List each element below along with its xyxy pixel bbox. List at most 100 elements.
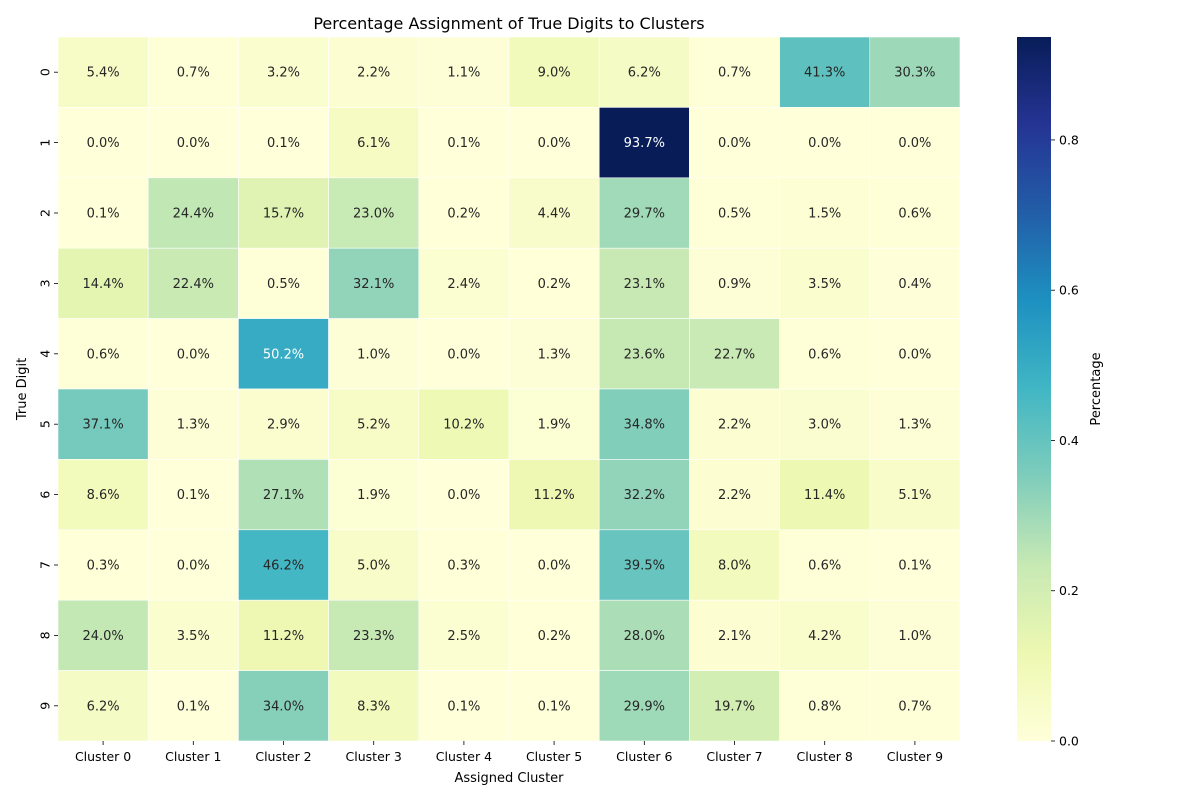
cell-value-label: 6.2% [628,66,661,81]
cell-value-label: 2.2% [357,66,390,81]
cell-value-label: 23.0% [353,207,394,222]
cell-value-label: 0.0% [447,347,480,362]
cell-value-label: 22.7% [714,347,755,362]
y-tick-label: 5 [37,420,52,428]
cell-value-label: 8.3% [357,699,390,714]
heatmap-cell [418,318,510,390]
heatmap-cell [238,529,329,601]
y-tick-label: 0 [37,68,52,76]
cell-value-label: 0.0% [898,136,931,151]
y-tick-label: 3 [37,279,52,287]
cell-value-label: 34.0% [263,699,304,714]
heatmap-cell [328,36,420,108]
heatmap-cell [689,36,780,108]
heatmap-cell [57,177,149,249]
heatmap-cell [147,318,239,390]
cell-value-label: 10.2% [443,418,484,433]
cell-value-label: 0.1% [267,136,300,151]
heatmap-cell [508,529,600,601]
heatmap-cell [238,177,329,249]
heatmap-cell [418,388,510,460]
cell-value-label: 0.6% [87,347,120,362]
cell-value-label: 0.0% [538,559,571,574]
heatmap-cell [147,459,239,531]
heatmap-cell [598,318,690,390]
cell-value-label: 0.1% [538,699,571,714]
colorbar-tick-label: 0.4 [1059,433,1079,448]
heatmap-cell [57,36,149,108]
y-tick-label: 8 [37,631,52,639]
heatmap-cell [689,670,780,742]
heatmap-cell [418,670,510,742]
cell-value-label: 0.7% [718,66,751,81]
cell-value-label: 34.8% [624,418,665,433]
heatmap-cell [869,247,961,319]
heatmap-cell [508,318,600,390]
heatmap-cell [147,529,239,601]
heatmap-cell [418,107,510,179]
heatmap-cell [779,670,871,742]
heatmap-cell [57,247,149,319]
heatmap-cell [779,318,871,390]
cell-value-label: 0.0% [538,136,571,151]
cell-value-label: 11.4% [804,488,845,503]
heatmap-cell [869,318,961,390]
heatmap-cells: 5.4% 0.7% 3.2% 2.2% 1.1% 9.0% 6.2% 0.7% 41.3% 30.… [57,36,961,742]
x-tick-label: Cluster 9 [887,749,943,764]
cell-value-label: 1.5% [808,207,841,222]
heatmap-cell [238,107,329,179]
x-tick-label: Cluster 7 [706,749,762,764]
cell-value-label: 0.9% [718,277,751,292]
cell-value-label: 39.5% [624,559,665,574]
heatmap-cell [869,36,961,108]
y-tick-label: 6 [37,491,52,499]
cell-value-label: 2.2% [718,488,751,503]
heatmap-cell [869,107,961,179]
cell-value-label: 1.0% [898,629,931,644]
cell-value-label: 0.0% [447,488,480,503]
heatmap-cell [57,388,149,460]
cell-value-label: 0.5% [267,277,300,292]
heatmap-cell [57,599,149,671]
cell-value-label: 23.1% [624,277,665,292]
cell-value-label: 50.2% [263,347,304,362]
heatmap-cell [508,388,600,460]
cell-value-label: 9.0% [538,66,571,81]
heatmap-cell [508,670,600,742]
heatmap-cell [779,177,871,249]
heatmap-cell [147,599,239,671]
heatmap-cell [147,177,239,249]
colorbar: 0.0 0.2 0.4 0.6 0.8 Percentage [1017,37,1104,749]
cell-value-label: 0.2% [538,277,571,292]
cell-value-label: 11.2% [263,629,304,644]
cell-value-label: 3.5% [177,629,210,644]
cell-value-label: 0.7% [898,699,931,714]
heatmap-cell [689,318,780,390]
heatmap-cell [238,36,329,108]
cell-value-label: 0.0% [718,136,751,151]
heatmap-cell [328,459,420,531]
heatmap-cell [328,388,420,460]
y-axis-ticks: 0 1 2 3 4 5 6 7 8 9 [37,68,58,710]
heatmap-cell [508,107,600,179]
cell-value-label: 5.1% [898,488,931,503]
cell-value-label: 2.4% [447,277,480,292]
heatmap-cell [689,529,780,601]
y-tick-label: 4 [37,350,52,358]
colorbar-tick-label: 0.8 [1059,132,1079,147]
y-tick-label: 7 [37,561,52,569]
cell-value-label: 0.0% [898,347,931,362]
cell-value-label: 0.3% [447,559,480,574]
cell-value-label: 24.4% [173,207,214,222]
x-tick-label: Cluster 8 [797,749,853,764]
cell-value-label: 0.1% [898,559,931,574]
cell-value-label: 29.9% [624,699,665,714]
heatmap-cell [418,36,510,108]
heatmap-cell [598,459,690,531]
cell-value-label: 23.6% [624,347,665,362]
cell-value-label: 14.4% [82,277,123,292]
x-tick-label: Cluster 3 [346,749,402,764]
cell-value-label: 1.0% [357,347,390,362]
cell-value-label: 23.3% [353,629,394,644]
